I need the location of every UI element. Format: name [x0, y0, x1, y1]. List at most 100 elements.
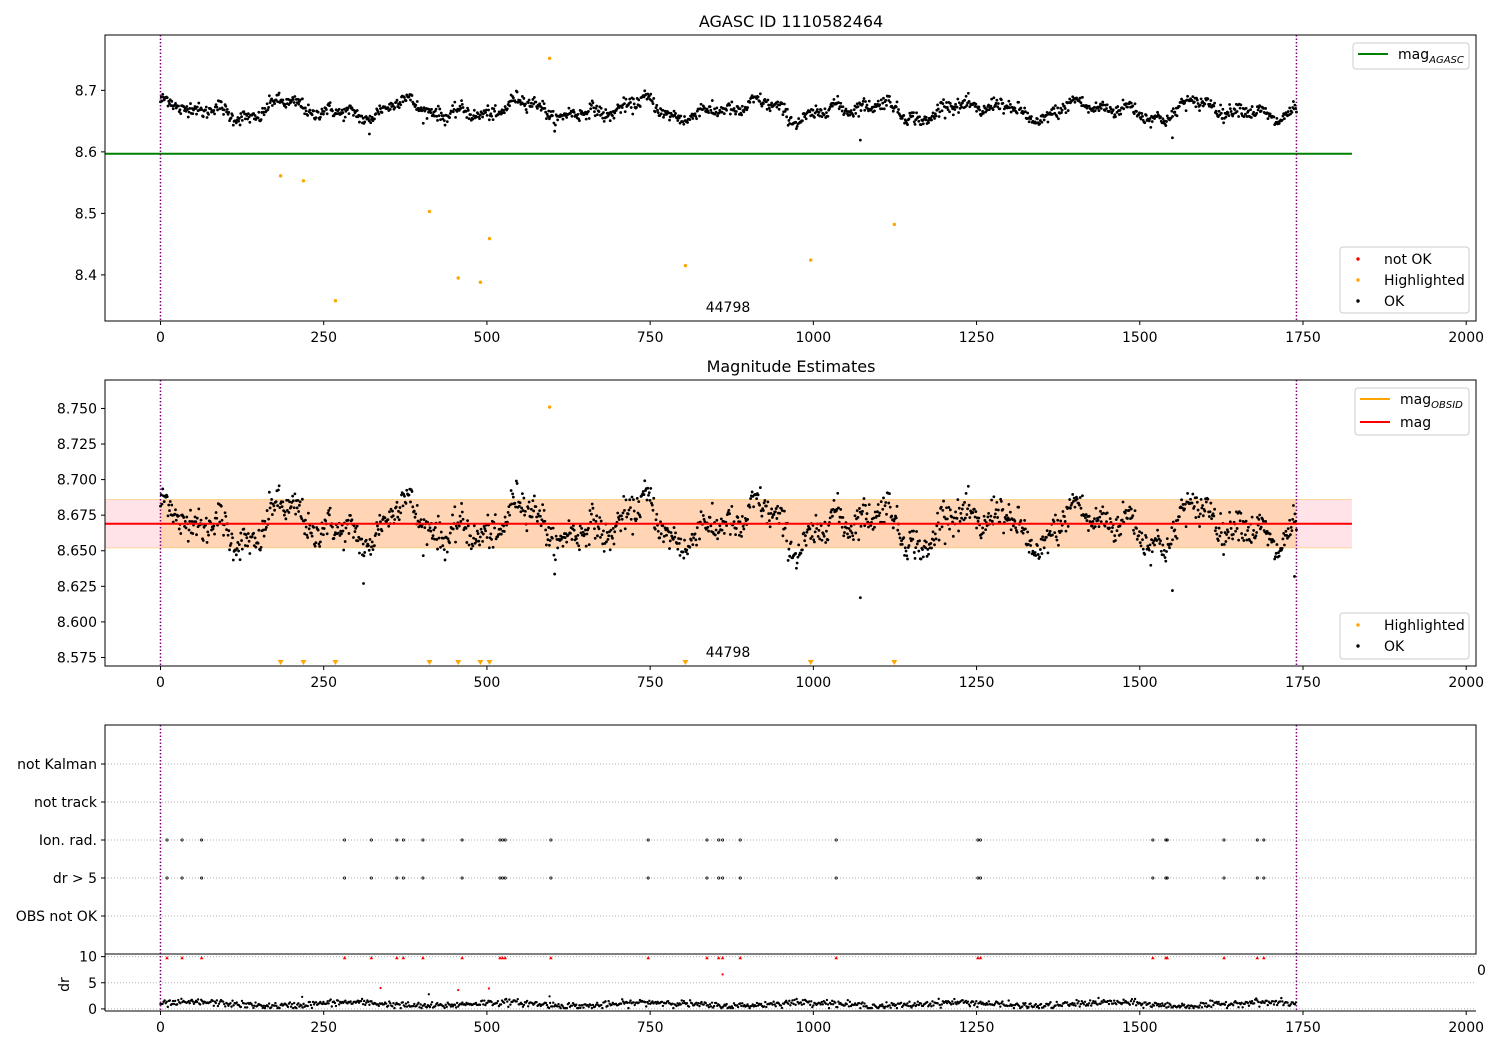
dr-point: [1165, 1006, 1168, 1009]
ok-point: [1158, 542, 1162, 545]
ok-point: [895, 100, 899, 104]
ok-point: [992, 96, 996, 100]
dr-point: [270, 1006, 273, 1009]
ok-point: [1102, 511, 1105, 515]
dr-point: [1208, 1004, 1211, 1008]
ok-point: [597, 110, 601, 113]
dr-point: [628, 1001, 631, 1004]
ok-point: [1200, 506, 1204, 510]
ok-point: [189, 102, 192, 105]
ok-point: [998, 107, 1002, 111]
ok-point: [661, 108, 665, 112]
ok-point: [679, 537, 683, 541]
ok-point: [637, 500, 641, 504]
ok-point: [737, 533, 741, 537]
ok-point: [740, 515, 744, 518]
ok-point: [173, 512, 177, 516]
ok-point: [930, 118, 933, 122]
ok-point: [882, 496, 885, 500]
dr-point: [810, 1000, 813, 1003]
dr-point: [931, 1000, 934, 1003]
dr-point: [756, 1004, 760, 1007]
flag-point: [498, 838, 502, 842]
ok-point: [903, 121, 906, 125]
dr-point: [802, 1002, 806, 1006]
ok-point: [839, 508, 843, 511]
ok-point: [1227, 114, 1231, 118]
ok-point: [461, 517, 465, 521]
ok-point: [667, 530, 671, 534]
ok-point: [847, 527, 851, 530]
dr-point: [579, 1006, 582, 1010]
ok-point: [576, 533, 580, 537]
ok-point: [1249, 108, 1253, 112]
ok-point: [195, 516, 199, 520]
dr-point: [1202, 1002, 1206, 1005]
dr-point: [565, 1006, 569, 1010]
ok-point: [789, 115, 793, 119]
ok-point: [1235, 110, 1239, 113]
ok-point: [179, 112, 183, 116]
dr-point: [1049, 1001, 1052, 1004]
ok-point: [787, 119, 791, 122]
dr-point: [1112, 999, 1116, 1002]
ok-point: [202, 525, 206, 529]
ok-point: [1175, 114, 1179, 118]
ok-point: [967, 100, 971, 103]
dr-point: [349, 1000, 352, 1003]
ok-point: [1141, 538, 1144, 542]
ok-point: [1289, 533, 1292, 537]
ok-point: [975, 526, 978, 530]
ok-point: [858, 507, 861, 510]
ok-point: [1029, 117, 1033, 121]
ok-point: [623, 110, 627, 114]
ok-point: [379, 520, 382, 524]
ok-point: [610, 534, 614, 538]
ok-point: [532, 102, 536, 106]
ok-point: [535, 515, 539, 519]
flag-point: [721, 838, 725, 842]
ok-point: [433, 526, 437, 529]
ok-point: [686, 552, 689, 556]
ok-point: [434, 107, 438, 111]
ok-point: [487, 108, 490, 112]
ok-point: [363, 120, 367, 124]
dr-point: [393, 1006, 396, 1010]
ok-point: [1258, 104, 1262, 108]
ok-point: [940, 109, 944, 113]
ok-point: [1150, 120, 1154, 123]
ok-point: [1036, 544, 1039, 547]
ok-point: [518, 501, 522, 505]
ok-point: [915, 542, 919, 546]
ok-point: [393, 106, 397, 110]
ok-point: [688, 545, 692, 549]
off-scale-marker: [455, 660, 462, 665]
ok-point: [933, 532, 937, 536]
ok-point: [1272, 115, 1276, 119]
ok-point: [1162, 553, 1165, 557]
ok-point: [411, 505, 415, 509]
dr-point: [1199, 1001, 1203, 1005]
ok-point: [442, 548, 446, 552]
ok-point: [1054, 535, 1058, 539]
ok-point: [346, 106, 350, 110]
ok-point: [683, 115, 686, 118]
ok-point: [858, 138, 862, 142]
ok-point: [360, 537, 364, 541]
ok-point: [499, 527, 502, 531]
dr-point: [1076, 1002, 1079, 1005]
ok-point: [246, 532, 250, 535]
ok-point: [1116, 515, 1120, 519]
ok-point: [856, 105, 860, 109]
ok-point: [344, 526, 348, 530]
dr-point: [939, 1006, 942, 1009]
ok-point: [492, 107, 496, 111]
legend-label: mag: [1400, 415, 1431, 431]
ok-point: [245, 536, 249, 540]
ok-point: [876, 510, 879, 514]
ok-point: [1288, 518, 1292, 522]
ok-point: [1114, 518, 1118, 521]
ok-point: [718, 524, 722, 528]
ok-point: [888, 505, 892, 509]
ok-point: [1294, 519, 1298, 523]
